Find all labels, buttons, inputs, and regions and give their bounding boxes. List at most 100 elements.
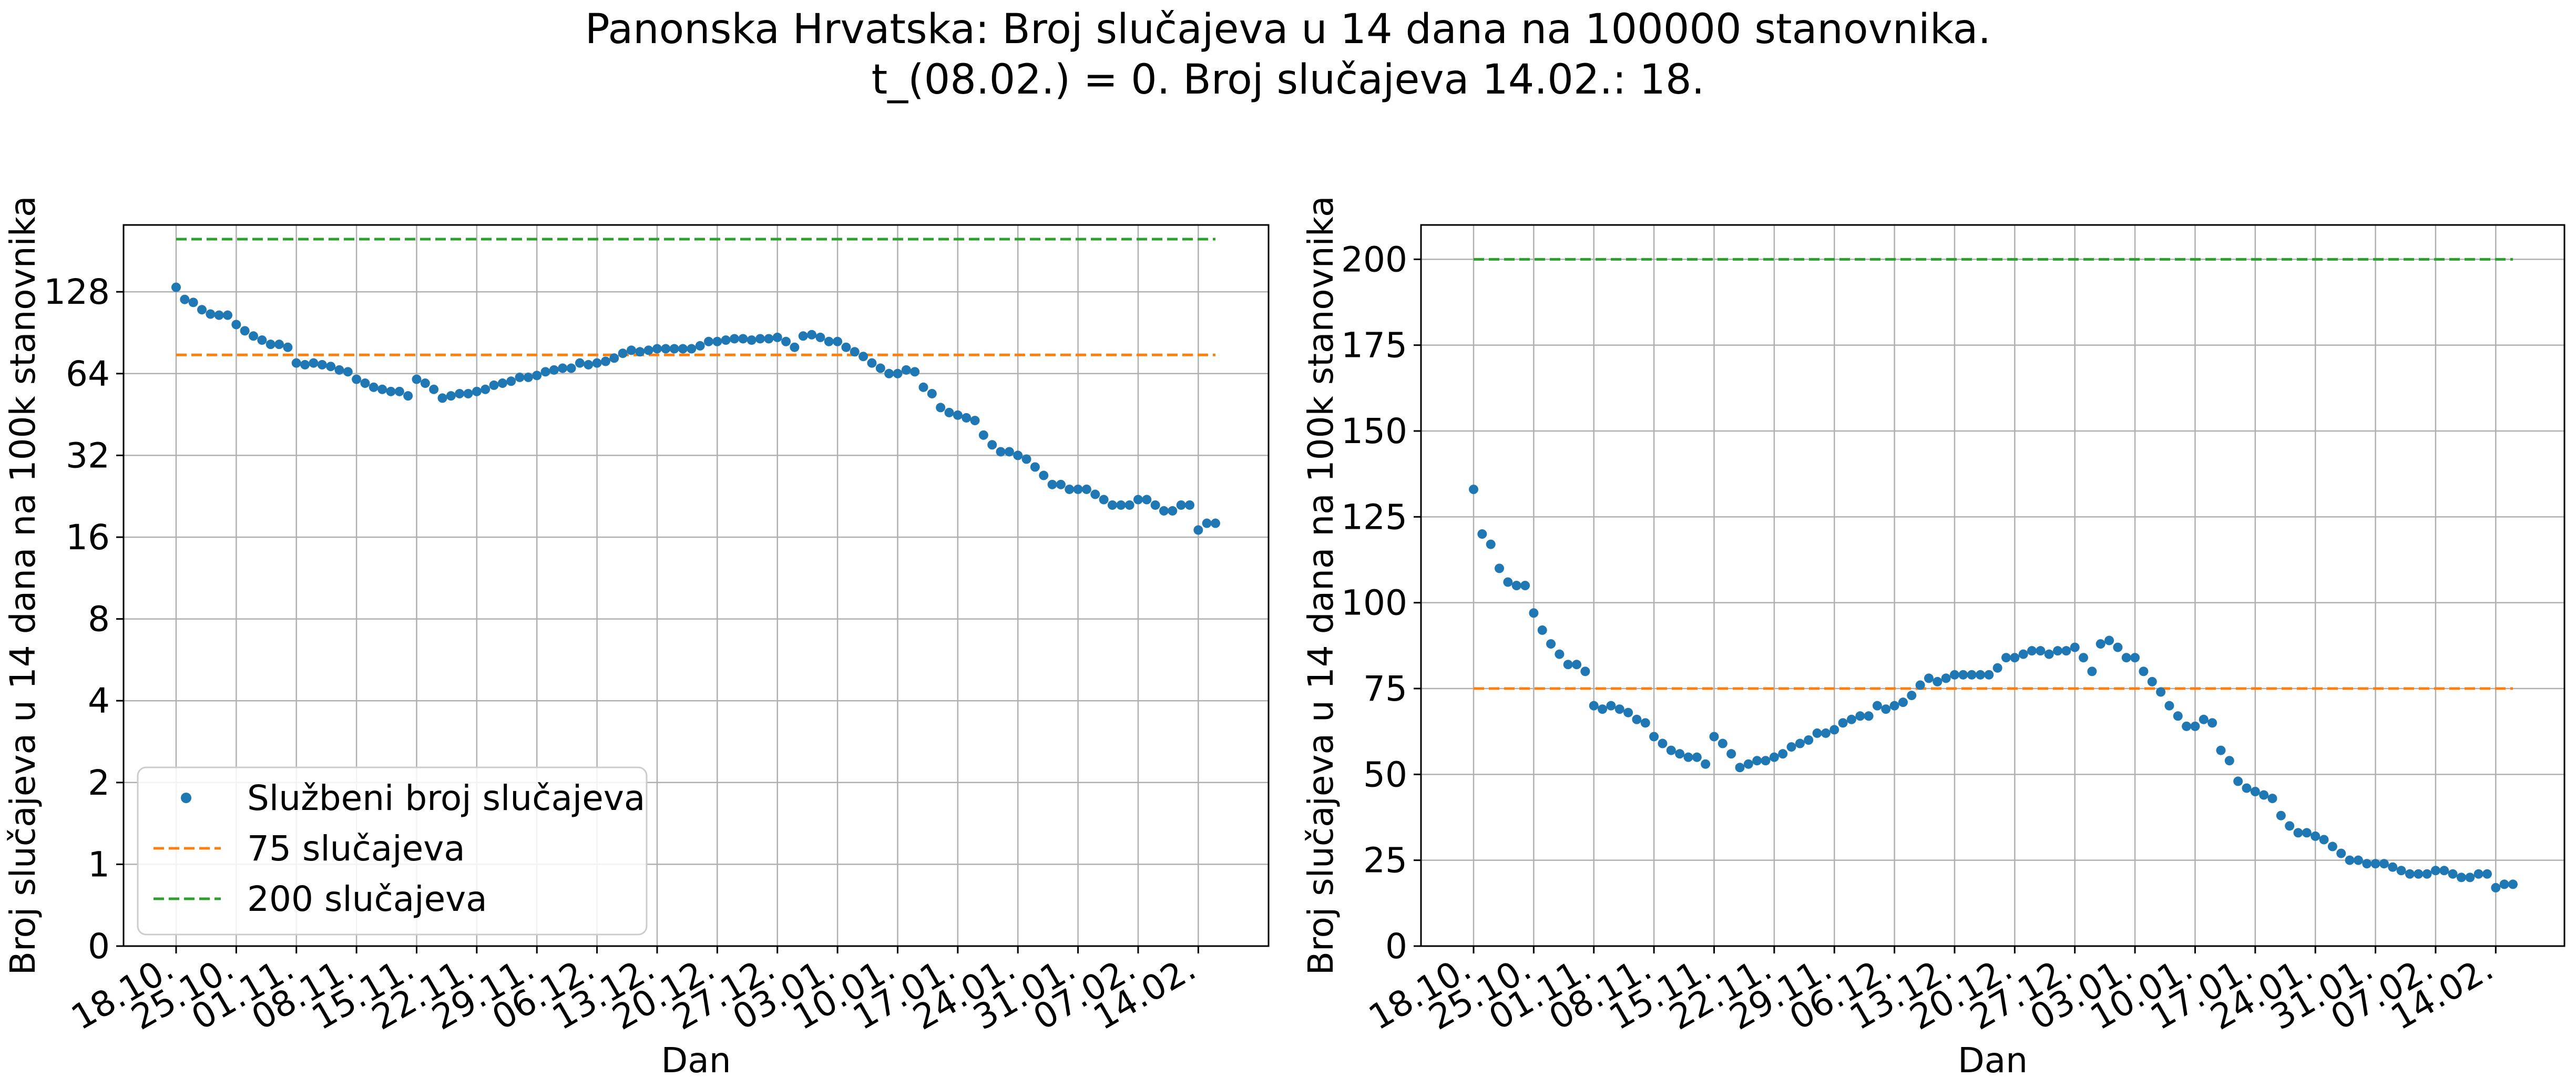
- data-point: [893, 368, 903, 378]
- data-point: [1992, 663, 2002, 673]
- data-point: [1795, 738, 1805, 748]
- data-point: [944, 407, 954, 417]
- data-point: [334, 365, 344, 375]
- data-point: [188, 297, 198, 307]
- data-point: [1967, 670, 1977, 680]
- data-point: [394, 386, 404, 396]
- data-point: [1761, 756, 1771, 766]
- data-point: [635, 347, 645, 357]
- y-axis-label: Broj slučajeva u 14 dana na 100k stanovn…: [1301, 196, 1341, 976]
- data-point: [497, 378, 507, 388]
- data-point: [2121, 653, 2131, 663]
- data-point: [1614, 704, 1624, 714]
- data-point: [2353, 855, 2363, 865]
- data-point: [678, 344, 688, 354]
- data-point: [1598, 704, 1608, 714]
- data-point: [1709, 732, 1719, 742]
- data-point: [1864, 711, 1874, 721]
- data-point: [317, 360, 327, 369]
- data-point: [1846, 714, 1856, 724]
- axes-frame: [1420, 224, 2565, 947]
- data-point: [1193, 525, 1203, 535]
- data-point: [815, 332, 825, 342]
- data-point: [2285, 821, 2295, 831]
- data-point: [2439, 866, 2449, 876]
- data-point: [1675, 749, 1685, 759]
- data-point: [1606, 701, 1616, 711]
- chart-log-scale: 0124816326412818.10.25.10.01.11.08.11.15…: [3, 196, 1270, 1081]
- data-point: [2430, 866, 2440, 876]
- data-point: [1184, 500, 1194, 510]
- data-point: [1949, 670, 1959, 680]
- data-point: [2465, 873, 2475, 882]
- data-point: [1520, 581, 1530, 590]
- data-point: [996, 447, 1006, 457]
- data-point: [927, 388, 937, 398]
- data-point: [962, 413, 972, 423]
- data-point: [918, 382, 928, 392]
- y-tick-label: 64: [66, 354, 110, 394]
- data-point: [858, 352, 868, 362]
- data-point: [738, 334, 748, 344]
- legend-label: Službeni broj slučajeva: [247, 778, 645, 818]
- data-point: [2147, 676, 2157, 686]
- legend-marker-points: [181, 793, 191, 803]
- data-point: [240, 326, 250, 336]
- data-point: [515, 372, 525, 382]
- data-point: [1537, 625, 1547, 635]
- data-point: [377, 384, 387, 394]
- data-point: [1975, 670, 1985, 680]
- data-point: [669, 344, 679, 354]
- data-point: [2173, 711, 2183, 721]
- data-point: [1769, 752, 1779, 762]
- data-point: [1658, 738, 1668, 748]
- y-tick-label: 1: [88, 844, 110, 885]
- data-point: [850, 347, 860, 357]
- y-tick-label: 2: [88, 763, 110, 803]
- series-points: [171, 282, 1220, 535]
- data-point: [790, 342, 800, 352]
- data-point: [540, 367, 550, 377]
- data-point: [1030, 462, 1040, 472]
- data-point: [1666, 745, 1676, 755]
- data-point: [661, 344, 671, 354]
- x-axis-label: Dan: [661, 1040, 731, 1081]
- data-point: [2095, 639, 2105, 649]
- data-point: [1159, 506, 1169, 516]
- data-point: [704, 336, 714, 346]
- data-point: [798, 331, 808, 341]
- data-point: [1632, 714, 1642, 724]
- data-point: [446, 391, 456, 401]
- y-tick-label: 150: [1341, 411, 1407, 451]
- y-tick-label: 200: [1341, 239, 1407, 280]
- data-point: [592, 358, 602, 368]
- data-point: [833, 336, 843, 346]
- data-point: [609, 353, 619, 363]
- data-point: [1529, 608, 1539, 618]
- data-point: [1503, 577, 1513, 587]
- x-axis-label: Dan: [1958, 1040, 2028, 1081]
- data-point: [1133, 495, 1143, 505]
- legend-box: [137, 766, 648, 936]
- y-tick-label: 4: [88, 681, 110, 721]
- data-point: [643, 345, 653, 355]
- data-point: [824, 336, 834, 346]
- data-point: [1511, 581, 1521, 590]
- data-point: [875, 363, 885, 373]
- data-point: [249, 331, 259, 341]
- data-point: [1726, 749, 1736, 759]
- y-tick-label: 25: [1363, 840, 1407, 881]
- data-point: [1924, 673, 1934, 683]
- data-point: [652, 344, 662, 354]
- data-point: [2053, 646, 2063, 656]
- axes-frame: [122, 224, 1270, 947]
- data-point: [2044, 649, 2054, 659]
- data-point: [532, 371, 542, 381]
- data-point: [2405, 869, 2415, 879]
- data-point: [463, 388, 473, 398]
- y-tick-label: 75: [1363, 669, 1407, 709]
- data-point: [2070, 642, 2080, 652]
- data-point: [970, 416, 980, 426]
- data-point: [695, 341, 705, 351]
- data-point: [2302, 828, 2312, 838]
